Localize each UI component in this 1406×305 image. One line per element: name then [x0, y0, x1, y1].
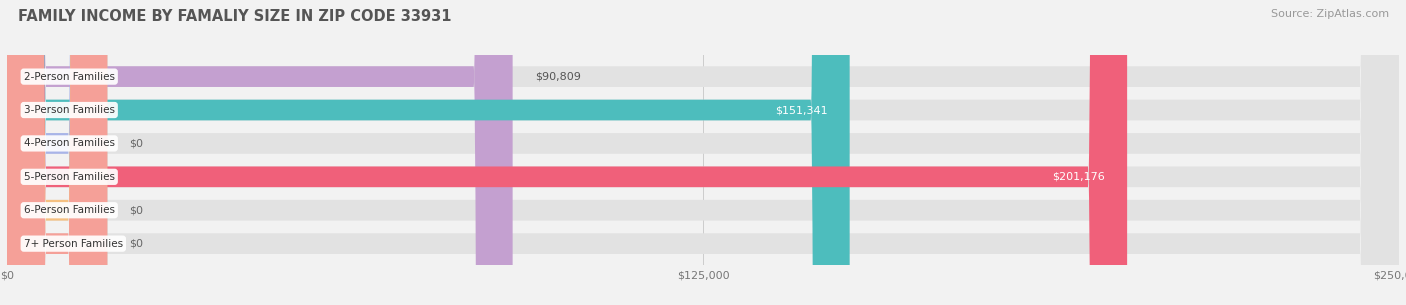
Text: 7+ Person Families: 7+ Person Families [24, 239, 122, 249]
Text: $0: $0 [129, 205, 143, 215]
Text: 5-Person Families: 5-Person Families [24, 172, 115, 182]
FancyBboxPatch shape [7, 0, 107, 305]
Text: 2-Person Families: 2-Person Families [24, 72, 115, 82]
FancyBboxPatch shape [7, 0, 1399, 305]
FancyBboxPatch shape [7, 0, 107, 305]
FancyBboxPatch shape [7, 0, 1399, 305]
Text: $0: $0 [129, 138, 143, 149]
Text: $151,341: $151,341 [775, 105, 827, 115]
Text: 3-Person Families: 3-Person Families [24, 105, 115, 115]
Text: FAMILY INCOME BY FAMALIY SIZE IN ZIP CODE 33931: FAMILY INCOME BY FAMALIY SIZE IN ZIP COD… [18, 9, 451, 24]
FancyBboxPatch shape [7, 0, 1399, 305]
Text: $201,176: $201,176 [1052, 172, 1105, 182]
FancyBboxPatch shape [7, 0, 849, 305]
FancyBboxPatch shape [7, 0, 1399, 305]
Text: $0: $0 [129, 239, 143, 249]
FancyBboxPatch shape [7, 0, 1128, 305]
Text: Source: ZipAtlas.com: Source: ZipAtlas.com [1271, 9, 1389, 19]
FancyBboxPatch shape [7, 0, 1399, 305]
FancyBboxPatch shape [7, 0, 513, 305]
FancyBboxPatch shape [7, 0, 107, 305]
Text: 4-Person Families: 4-Person Families [24, 138, 115, 149]
Text: 6-Person Families: 6-Person Families [24, 205, 115, 215]
FancyBboxPatch shape [7, 0, 1399, 305]
Text: $90,809: $90,809 [534, 72, 581, 82]
